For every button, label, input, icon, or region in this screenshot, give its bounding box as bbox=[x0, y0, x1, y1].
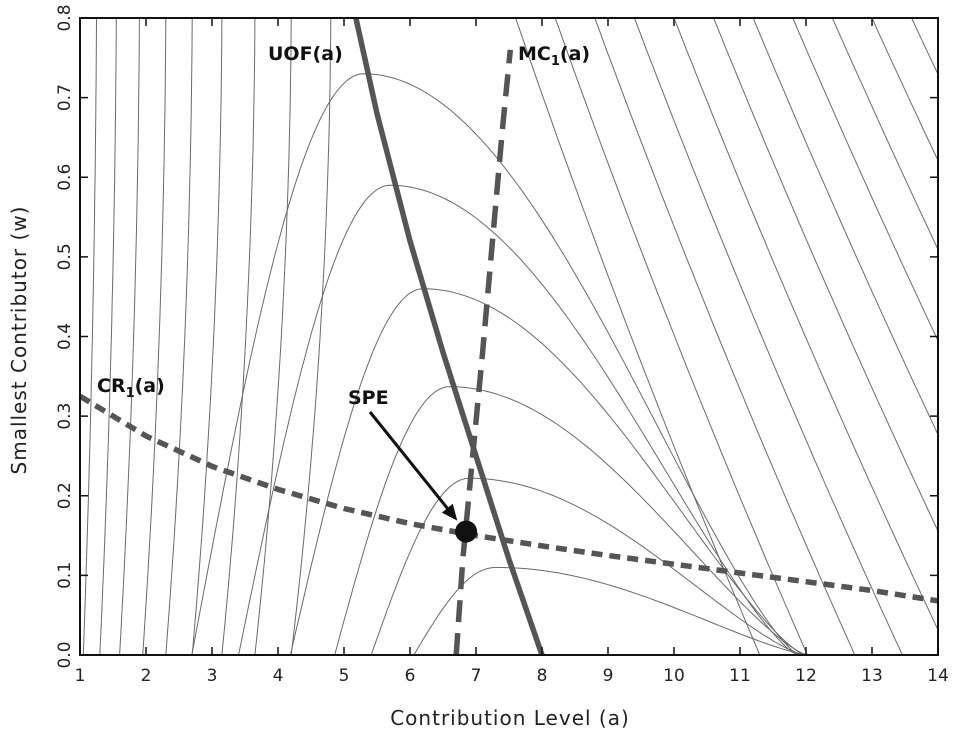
x-tick-label-14: 14 bbox=[927, 666, 949, 686]
contour-hump-4 bbox=[334, 386, 807, 655]
y-axis-title: Smallest Contributor (w) bbox=[7, 206, 31, 475]
contour-left-5 bbox=[165, 18, 193, 655]
axis-ticks: 1 2 3 4 5 6 7 8 9 10 11 12 13 140.00.10.20.30.40.50.6… bbox=[55, 4, 949, 686]
x-axis-title: Contribution Level (a) bbox=[390, 706, 630, 730]
contour-right-4 bbox=[633, 18, 903, 655]
contour-hump-5 bbox=[370, 477, 804, 655]
contour-left-8 bbox=[254, 18, 292, 655]
spe-label: SPE bbox=[348, 387, 389, 409]
spe-point bbox=[455, 520, 478, 543]
cr1-label-sub: 1 bbox=[126, 386, 135, 401]
contour-right-9 bbox=[831, 18, 938, 251]
contour-hump-2 bbox=[238, 184, 798, 655]
contour-right-12 bbox=[951, 18, 955, 655]
x-tick-label-3: 3 bbox=[207, 666, 218, 686]
uof-label: UOF(a) bbox=[268, 43, 343, 65]
mc1-label-tail: (a) bbox=[560, 43, 590, 65]
x-tick-label-1: 1 bbox=[75, 666, 86, 686]
x-tick-label-13: 13 bbox=[861, 666, 883, 686]
y-tick-label-0.2: 0.2 bbox=[55, 482, 75, 509]
cr1-label-main: CR bbox=[97, 375, 126, 397]
contour-left-2 bbox=[99, 18, 117, 655]
annotations bbox=[368, 411, 478, 543]
cr1-label: CR1(a) bbox=[97, 375, 165, 401]
contour-right-2 bbox=[554, 18, 808, 655]
series-mc1-line bbox=[453, 49, 514, 656]
x-tick-label-2: 2 bbox=[141, 666, 152, 686]
x-tick-label-10: 10 bbox=[663, 666, 685, 686]
mc1-label-main: MC bbox=[518, 43, 551, 65]
contour-left-4 bbox=[142, 18, 167, 655]
contour-right-1 bbox=[515, 18, 761, 655]
contour-right-5 bbox=[673, 18, 938, 632]
series-uof-line bbox=[353, 17, 545, 656]
contour-left-7 bbox=[221, 18, 256, 655]
curve-series bbox=[78, 17, 939, 656]
contour-left-6 bbox=[191, 18, 223, 655]
y-tick-label-0.4: 0.4 bbox=[55, 323, 75, 350]
contour-left-3 bbox=[119, 18, 140, 655]
spe-arrow-head bbox=[441, 503, 458, 521]
contour-left-1 bbox=[82, 18, 97, 655]
x-tick-label-5: 5 bbox=[339, 666, 350, 686]
y-tick-label-0.6: 0.6 bbox=[55, 164, 75, 191]
contour-hump-6 bbox=[413, 566, 809, 655]
x-tick-label-6: 6 bbox=[405, 666, 416, 686]
x-tick-label-4: 4 bbox=[273, 666, 284, 686]
contour-hump-1 bbox=[191, 73, 799, 655]
x-tick-label-11: 11 bbox=[729, 666, 751, 686]
contour-right-3 bbox=[594, 18, 856, 655]
contour-right-6 bbox=[713, 18, 938, 533]
y-tick-label-0.8: 0.8 bbox=[55, 4, 75, 31]
contour-lines bbox=[82, 18, 955, 655]
contour-left-9 bbox=[290, 18, 332, 655]
y-tick-label-0.1: 0.1 bbox=[55, 562, 75, 589]
y-tick-label-0.0: 0.0 bbox=[55, 641, 75, 668]
mc1-label: MC1(a) bbox=[518, 43, 590, 69]
y-tick-label-0.7: 0.7 bbox=[55, 84, 75, 111]
cr1-label-tail: (a) bbox=[135, 375, 165, 397]
y-tick-label-0.3: 0.3 bbox=[55, 403, 75, 430]
series-cr1-line bbox=[78, 393, 939, 604]
mc1-label-sub: 1 bbox=[551, 54, 560, 69]
y-tick-label-0.5: 0.5 bbox=[55, 243, 75, 270]
contour-hump-3 bbox=[289, 288, 805, 655]
contour-right-10 bbox=[871, 18, 938, 162]
x-tick-label-8: 8 bbox=[537, 666, 548, 686]
x-tick-label-12: 12 bbox=[795, 666, 817, 686]
x-tick-label-9: 9 bbox=[603, 666, 614, 686]
x-tick-label-7: 7 bbox=[471, 666, 482, 686]
contour-right-7 bbox=[752, 18, 938, 436]
spe-arrow-shaft bbox=[368, 411, 453, 514]
